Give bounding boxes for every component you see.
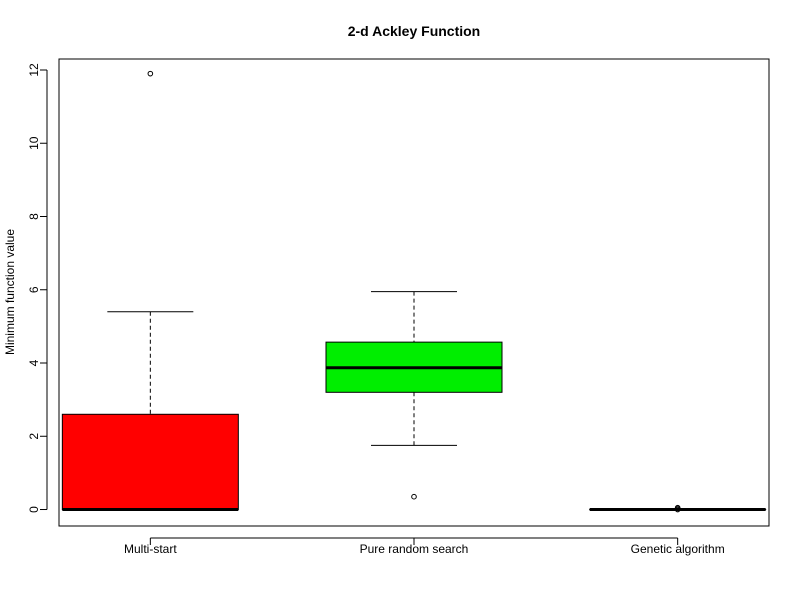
y-axis: 0 2 4 6 8 10 12	[27, 63, 48, 513]
outlier-point	[674, 504, 681, 511]
chart-title: 2-d Ackley Function	[348, 23, 481, 39]
plot-frame	[58, 58, 770, 527]
y-tick-label: 4	[27, 359, 41, 366]
y-tick-label: 2	[27, 433, 41, 440]
box-group	[61, 70, 239, 512]
x-axis: Multi-start Pure random search Genetic alg…	[124, 537, 725, 556]
box-group	[325, 291, 503, 500]
x-tick-label: Genetic algorithm	[631, 542, 725, 556]
y-axis-label: Minimum function value	[3, 229, 17, 355]
y-tick-label: 0	[27, 506, 41, 513]
y-tick-label: 10	[27, 136, 41, 150]
x-tick-label: Multi-start	[124, 542, 177, 556]
y-tick-label: 6	[27, 286, 41, 293]
x-tick-label: Pure random search	[360, 542, 469, 556]
outlier-point	[147, 70, 154, 77]
y-tick-label: 12	[27, 63, 41, 77]
box-body	[61, 413, 239, 511]
y-tick-label: 8	[27, 213, 41, 220]
boxes	[61, 70, 767, 513]
box-group	[589, 504, 767, 513]
outlier-point	[411, 493, 417, 500]
